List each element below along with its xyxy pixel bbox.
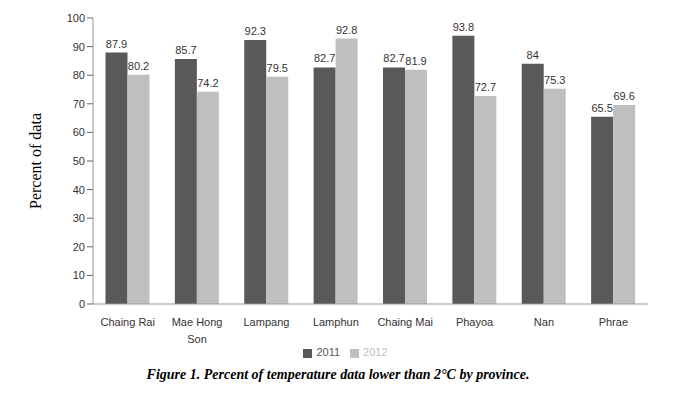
- svg-text:90: 90: [73, 41, 85, 53]
- svg-text:93.8: 93.8: [453, 21, 474, 33]
- svg-text:Chaing Rai: Chaing Rai: [100, 316, 154, 328]
- svg-text:74.2: 74.2: [197, 77, 218, 89]
- svg-text:Lamphun: Lamphun: [313, 316, 359, 328]
- svg-text:82.7: 82.7: [314, 52, 335, 64]
- svg-text:85.7: 85.7: [175, 44, 196, 56]
- svg-text:87.9: 87.9: [106, 38, 127, 50]
- svg-text:Nan: Nan: [534, 316, 554, 328]
- svg-text:69.6: 69.6: [613, 90, 634, 102]
- svg-text:Phrae: Phrae: [599, 316, 628, 328]
- svg-text:Son: Son: [187, 333, 207, 345]
- svg-text:81.9: 81.9: [405, 55, 426, 67]
- svg-text:60: 60: [73, 126, 85, 138]
- svg-text:Percent of data: Percent of data: [27, 113, 44, 209]
- svg-text:50: 50: [73, 155, 85, 167]
- svg-text:80.2: 80.2: [128, 60, 149, 72]
- svg-text:65.5: 65.5: [591, 102, 612, 114]
- svg-text:Chaing Mai: Chaing Mai: [377, 316, 433, 328]
- html-text:Figure 1. Percent of temperatu: Figure 1. Percent of temperature data lo…: [146, 367, 530, 382]
- svg-text:Lampang: Lampang: [244, 316, 290, 328]
- svg-text:0: 0: [79, 298, 85, 310]
- svg-text:30: 30: [73, 212, 85, 224]
- svg-text:Phayoa: Phayoa: [456, 316, 494, 328]
- svg-text:70: 70: [73, 98, 85, 110]
- svg-text:Mae Hong: Mae Hong: [172, 316, 223, 328]
- svg-text:40: 40: [73, 184, 85, 196]
- svg-text:80: 80: [73, 69, 85, 81]
- svg-text:100: 100: [67, 12, 85, 24]
- html-text:2011: 2011: [316, 346, 341, 358]
- svg-text:82.7: 82.7: [383, 52, 404, 64]
- svg-text:92.8: 92.8: [336, 24, 357, 36]
- svg-text:72.7: 72.7: [475, 81, 496, 93]
- html-text:2012: 2012: [363, 346, 388, 358]
- svg-text:84: 84: [527, 49, 539, 61]
- svg-text:92.3: 92.3: [245, 25, 266, 37]
- svg-text:75.3: 75.3: [544, 74, 565, 86]
- svg-text:20: 20: [73, 241, 85, 253]
- svg-text:10: 10: [73, 269, 85, 281]
- svg-text:79.5: 79.5: [267, 62, 288, 74]
